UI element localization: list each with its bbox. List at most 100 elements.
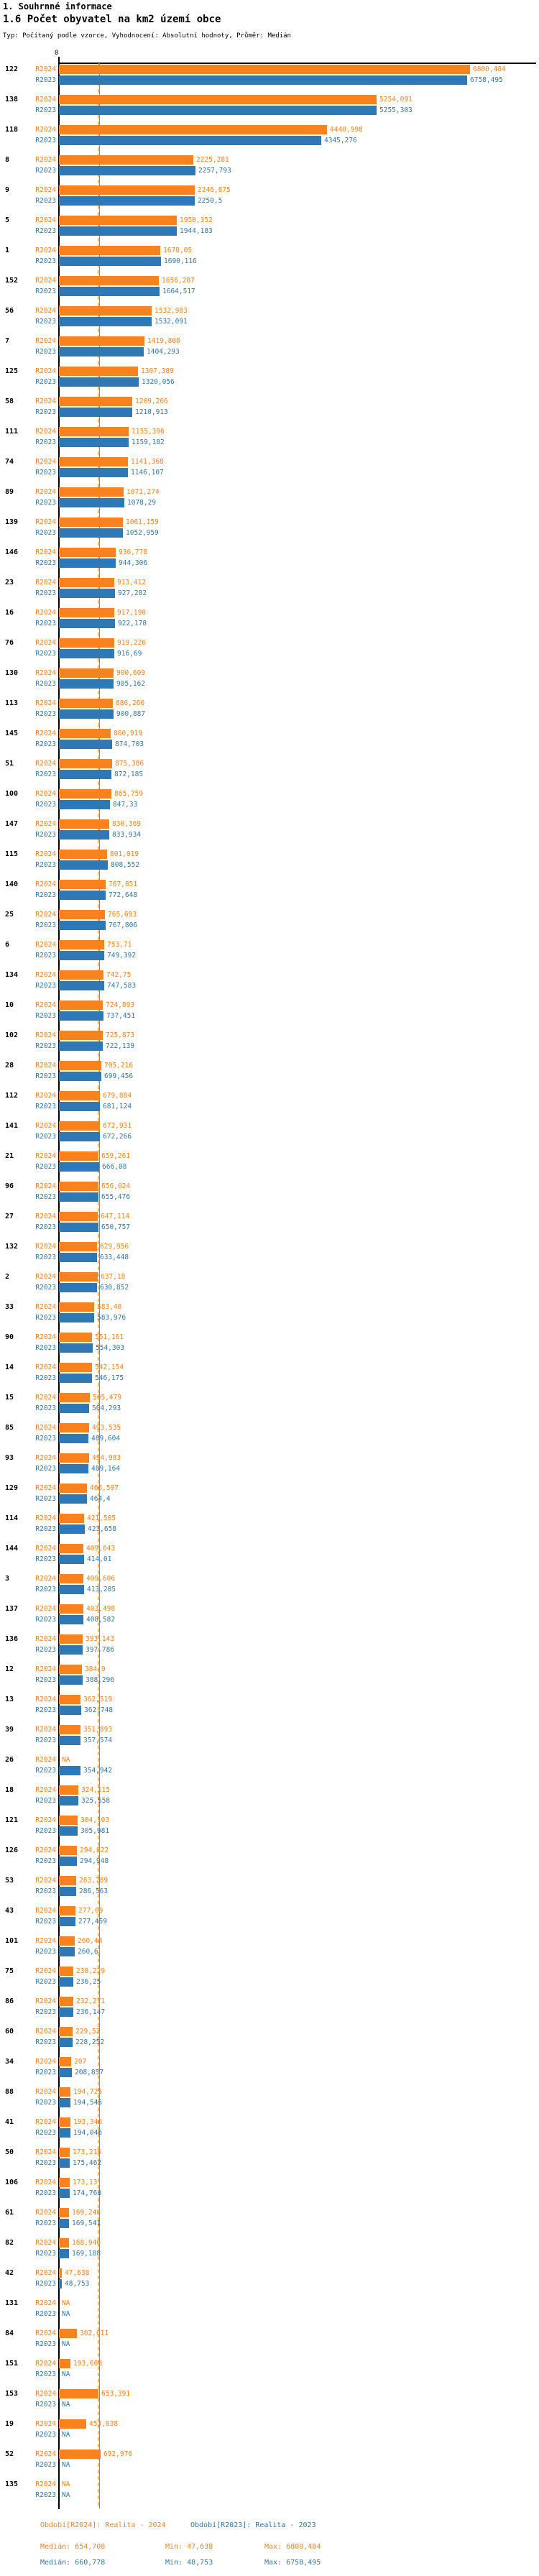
value-label-r2024: 917,198	[117, 609, 147, 617]
stat-max-r2023: Max: 6758,495	[264, 2559, 321, 2567]
value-label-r2023: 174,768	[73, 2189, 102, 2197]
series-label-r2023: R2023	[35, 257, 56, 265]
bar-row-r2023: R2023 772,648	[0, 891, 539, 900]
series-label-r2024: R2024	[35, 1454, 56, 1462]
bar-row-r2023: R2023 174,768	[0, 2189, 539, 2198]
stat-min-r2023: Min: 48,753	[165, 2559, 213, 2567]
bar-r2023	[59, 75, 467, 85]
bar-r2023	[59, 1947, 75, 1956]
value-label-r2024: 294,822	[80, 1846, 109, 1854]
bar-r2023	[59, 1464, 88, 1473]
bar-row-r2024: 112 R2024 679,884	[0, 1091, 539, 1100]
series-label-r2023: R2023	[35, 2280, 56, 2288]
bar-group: 85 R2024 493,535 R2023 489,604	[0, 1423, 539, 1453]
bar-row-r2023: R2023 NA	[0, 2460, 539, 2470]
series-label-r2023: R2023	[35, 1797, 56, 1805]
series-label-r2024: R2024	[35, 2239, 56, 2247]
bar-row-r2023: R2023 944,306	[0, 558, 539, 568]
series-label-r2023: R2023	[35, 952, 56, 960]
bar-row-r2023: R2023 2257,793	[0, 166, 539, 175]
bar-r2024	[59, 1634, 83, 1644]
bar-row-r2023: R2023 922,178	[0, 619, 539, 628]
bar-group: 144 R2024 409,043 R2023 414,01	[0, 1544, 539, 1574]
value-label-r2024: 637,18	[101, 1273, 126, 1281]
series-label-r2024: R2024	[35, 2450, 56, 2458]
value-label-r2023: 583,976	[97, 1314, 126, 1322]
series-label-r2024: R2024	[35, 65, 56, 73]
value-label-r2023: NA	[62, 2491, 70, 2499]
series-label-r2024: R2024	[35, 1182, 56, 1190]
bar-row-r2023: R2023 672,266	[0, 1132, 539, 1141]
value-label-r2024: 466,597	[90, 1484, 119, 1492]
bar-r2023	[59, 709, 114, 719]
series-label-r2024: R2024	[35, 1605, 56, 1613]
legend-r2024: Období[R2024]: Realita - 2024	[40, 2521, 166, 2529]
series-label-r2023: R2023	[35, 1103, 56, 1110]
value-label-r2024: 875,386	[115, 760, 144, 768]
stat-median-r2024: Medián: 654,708	[40, 2543, 106, 2551]
bar-r2023	[59, 1766, 80, 1775]
bar-group: 50 R2024 173,216 R2023 175,462	[0, 2148, 539, 2178]
series-label-r2024: R2024	[35, 307, 56, 315]
group-id-label: 136	[5, 1635, 19, 1643]
bar-r2023	[59, 1796, 78, 1806]
value-label-r2023: 397,786	[86, 1646, 115, 1654]
bar-r2023	[59, 438, 129, 447]
bar-row-r2023: R2023 699,456	[0, 1072, 539, 1081]
bar-r2024	[59, 1725, 80, 1734]
bar-group: 145 R2024 860,919 R2023 874,703	[0, 729, 539, 759]
series-label-r2024: R2024	[35, 2360, 56, 2368]
bar-r2023	[59, 679, 114, 689]
bar-group: 84 R2024 302,611 R2023 NA	[0, 2329, 539, 2359]
value-label-r2024: 742,75	[106, 971, 132, 979]
value-label-r2023: 833,934	[112, 831, 142, 839]
value-label-r2024: 724,893	[106, 1001, 135, 1009]
bar-r2024	[59, 1695, 80, 1704]
group-id-label: 130	[5, 669, 19, 677]
group-id-label: 86	[5, 1997, 14, 2005]
bar-row-r2023: R2023 633,448	[0, 1253, 539, 1262]
group-id-label: 131	[5, 2299, 19, 2307]
series-label-r2023: R2023	[35, 1767, 56, 1775]
bar-r2024	[59, 2117, 70, 2127]
value-label-r2023: 208,857	[75, 2069, 104, 2076]
value-label-r2024: 2246,875	[198, 186, 231, 194]
bar-row-r2023: R2023 325,558	[0, 1796, 539, 1806]
bar-row-r2023: R2023 916,69	[0, 649, 539, 658]
value-label-r2023: 874,703	[115, 740, 144, 748]
bar-r2024	[59, 1272, 98, 1282]
series-label-r2023: R2023	[35, 2159, 56, 2167]
bar-row-r2023: R2023 6758,495	[0, 75, 539, 85]
value-label-r2023: 194,545	[73, 2099, 103, 2107]
bar-row-r2023: R2023 357,574	[0, 1736, 539, 1745]
series-label-r2023: R2023	[35, 921, 56, 929]
bar-r2024	[59, 668, 114, 678]
bar-r2024	[59, 1091, 100, 1100]
value-label-r2024: 629,956	[100, 1243, 129, 1251]
group-id-label: 76	[5, 639, 14, 647]
value-label-r2024: 505,479	[93, 1394, 122, 1402]
series-label-r2023: R2023	[35, 1706, 56, 1714]
value-label-r2024: 173,216	[73, 2148, 102, 2156]
bar-r2024	[59, 1966, 73, 1976]
bar-r2024	[59, 1514, 84, 1523]
value-label-r2023: 1210,913	[135, 408, 168, 416]
group-id-label: 112	[5, 1092, 19, 1100]
series-label-r2023: R2023	[35, 801, 56, 809]
bar-r2024	[59, 1544, 83, 1553]
group-id-label: 18	[5, 1786, 14, 1794]
value-label-r2023: 872,185	[114, 770, 144, 778]
group-id-label: 129	[5, 1484, 19, 1492]
bar-r2023	[59, 136, 321, 145]
bar-r2023	[59, 1343, 93, 1353]
group-id-label: 75	[5, 1967, 14, 1975]
group-id-label: 15	[5, 1394, 14, 1402]
bar-r2023	[59, 2249, 69, 2258]
series-label-r2024: R2024	[35, 1333, 56, 1341]
bar-r2023	[59, 558, 116, 568]
bar-r2024	[59, 759, 112, 768]
series-label-r2024: R2024	[35, 1846, 56, 1854]
bar-r2024	[59, 276, 159, 285]
bar-r2024	[59, 789, 111, 799]
